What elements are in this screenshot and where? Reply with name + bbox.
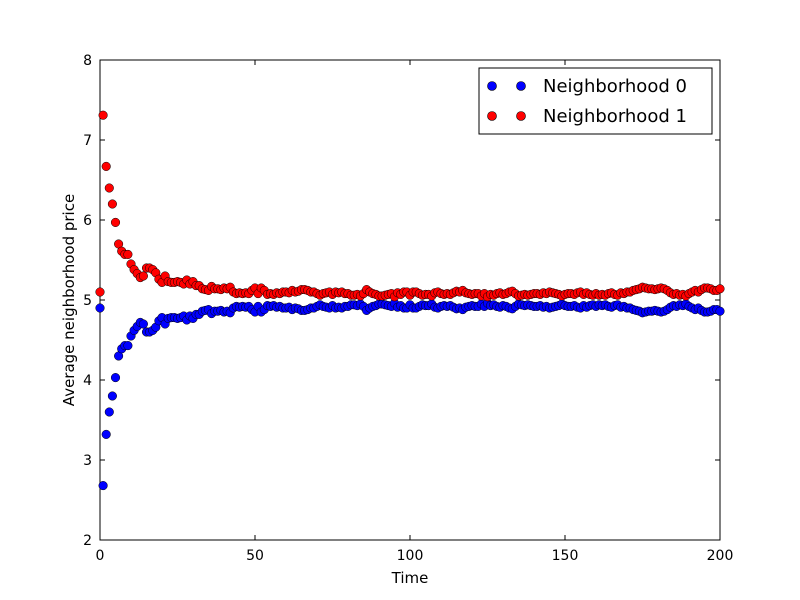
legend-marker	[487, 111, 497, 121]
point-neighborhood-1	[98, 110, 108, 120]
point-neighborhood-1	[110, 217, 121, 227]
point-neighborhood-0	[104, 407, 114, 417]
legend-marker	[516, 81, 526, 91]
legend-marker	[487, 81, 497, 91]
point-neighborhood-0	[95, 303, 105, 313]
legend-label-neighborhood-0: Neighborhood 0	[543, 76, 687, 97]
legend: Neighborhood 0 Neighborhood 1	[478, 67, 713, 135]
x-tick-label: 100	[397, 548, 424, 564]
legend-box	[478, 67, 713, 135]
point-neighborhood-0	[107, 391, 117, 401]
y-tick-label: 4	[83, 373, 92, 389]
point-neighborhood-1	[95, 287, 105, 297]
point-neighborhood-1	[107, 199, 117, 209]
y-tick-label: 2	[83, 533, 92, 549]
y-tick-label: 7	[83, 133, 92, 149]
point-neighborhood-0	[138, 319, 148, 329]
x-tick-label: 0	[96, 548, 105, 564]
point-neighborhood-1	[715, 284, 725, 294]
y-tick-label: 5	[83, 293, 92, 309]
y-tick-label: 6	[83, 213, 92, 229]
point-neighborhood-0	[101, 429, 111, 439]
point-neighborhood-0	[123, 341, 133, 351]
point-neighborhood-1	[138, 271, 148, 281]
x-axis-label: Time	[391, 569, 429, 587]
axis-ticks: 0 50 100 150 200 2 3 4 5 6 7 8	[83, 53, 733, 564]
plot-frame	[99, 59, 721, 541]
legend-entry-neighborhood-0: Neighborhood 0	[487, 76, 687, 97]
point-neighborhood-0	[715, 306, 725, 316]
legend-entry-neighborhood-1: Neighborhood 1	[487, 106, 687, 127]
point-neighborhood-0	[98, 481, 108, 491]
data-markers	[95, 110, 725, 491]
point-neighborhood-1	[123, 249, 133, 259]
x-tick-label: 200	[707, 548, 734, 564]
point-neighborhood-1	[101, 161, 111, 171]
point-neighborhood-0	[110, 373, 121, 383]
y-tick-label: 3	[83, 453, 92, 469]
x-tick-label: 50	[246, 548, 264, 564]
legend-label-neighborhood-1: Neighborhood 1	[543, 106, 687, 127]
legend-marker	[516, 111, 526, 121]
point-neighborhood-1	[104, 183, 114, 193]
y-axis-label: Average neighborhood price	[60, 194, 78, 406]
y-tick-label: 8	[83, 53, 92, 69]
x-tick-label: 150	[552, 548, 579, 564]
